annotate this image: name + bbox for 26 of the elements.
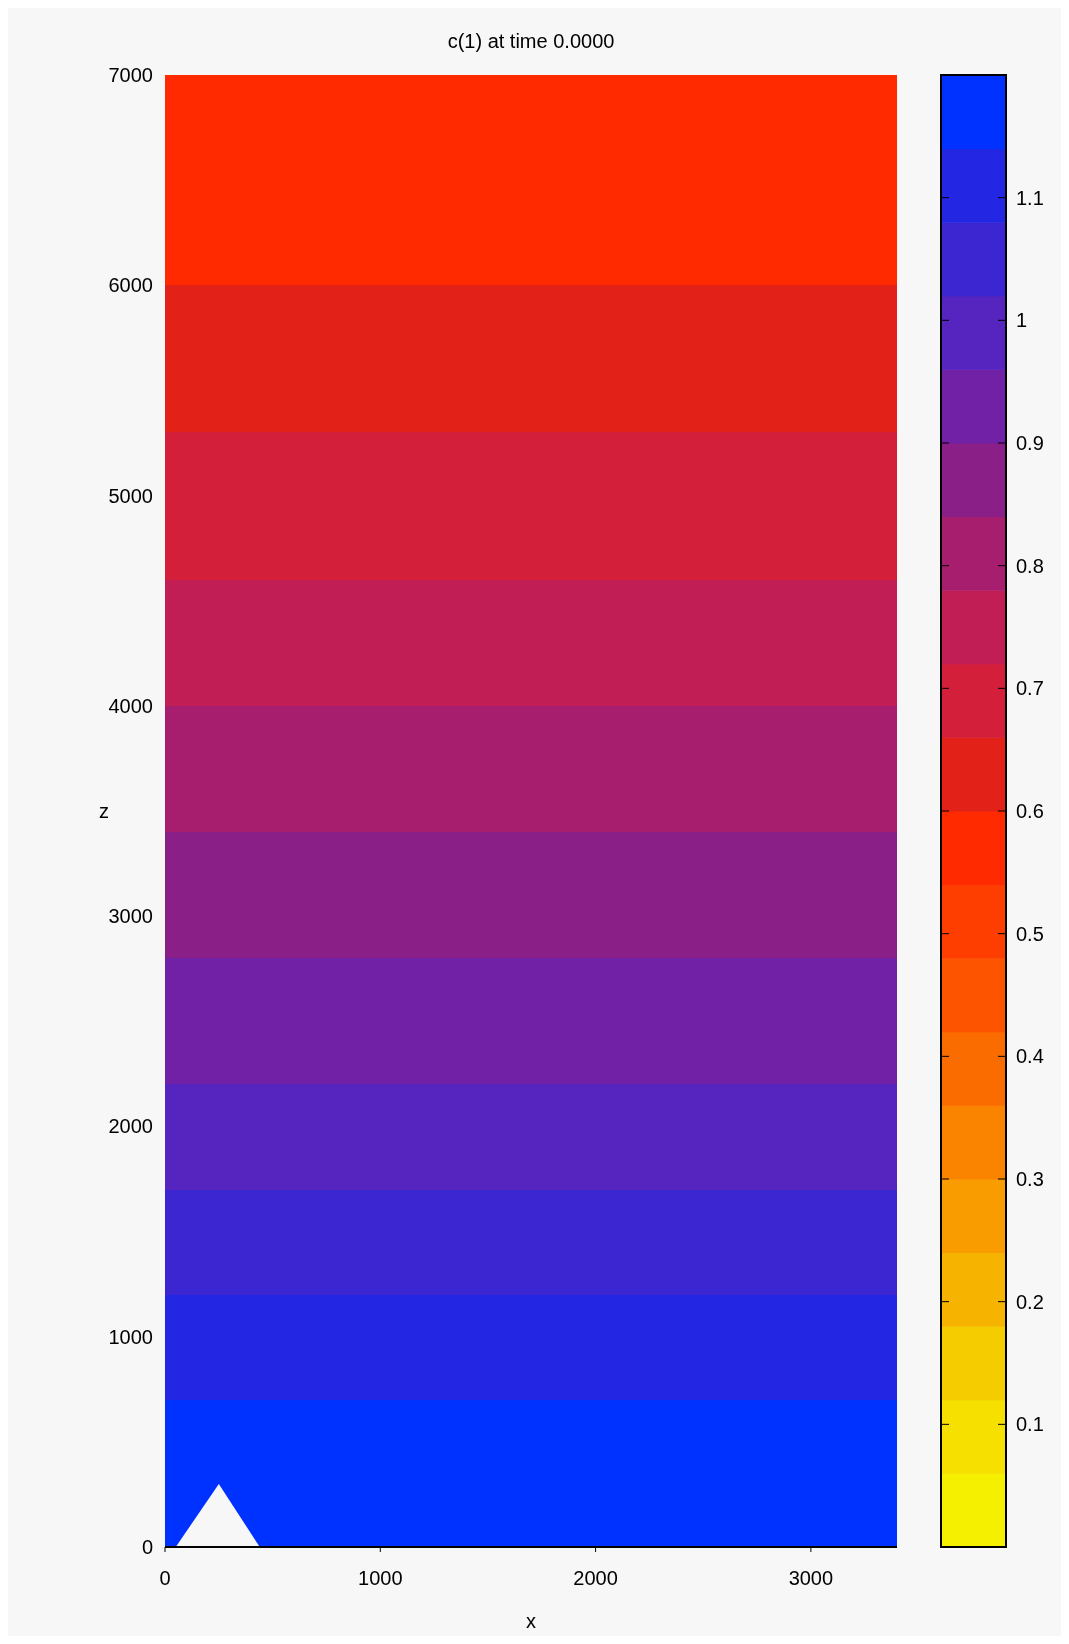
- y-axis-title: z: [99, 800, 109, 822]
- color-bar-label: 0.6: [1016, 800, 1044, 822]
- y-tick-label: 4000: [108, 694, 153, 717]
- color-bar-label: 1.1: [1016, 186, 1044, 209]
- y-tick-label: 6000: [108, 274, 153, 297]
- color-bar-label: 1: [1016, 309, 1028, 332]
- color-bar-label: 0.4: [1016, 1045, 1044, 1068]
- color-bar-label: 0.7: [1016, 677, 1044, 700]
- color-bar-label: 0.5: [1016, 922, 1044, 945]
- chart-title: c(1) at time 0.0000: [447, 30, 615, 52]
- y-tick-label: 3000: [108, 905, 153, 928]
- y-tick-label: 5000: [108, 484, 153, 507]
- x-tick-label: 1000: [358, 1567, 403, 1589]
- x-axis-title: x: [526, 1610, 536, 1632]
- color-bar-label: 0.1: [1016, 1413, 1044, 1436]
- x-tick-label: 0: [159, 1567, 171, 1589]
- color-bar-label: 0.3: [1016, 1168, 1044, 1190]
- y-tick-label: 1000: [108, 1325, 153, 1348]
- x-tick-label: 2000: [573, 1567, 618, 1589]
- color-bar-label: 0.9: [1016, 432, 1044, 454]
- y-tick-label: 7000: [108, 64, 153, 86]
- y-tick-label: 2000: [108, 1115, 153, 1138]
- x-tick-label: 3000: [788, 1567, 834, 1589]
- color-bar-label: 0.2: [1016, 1290, 1044, 1313]
- color-bar-label: 0.8: [1016, 554, 1044, 577]
- y-tick-label: 0: [141, 1536, 153, 1558]
